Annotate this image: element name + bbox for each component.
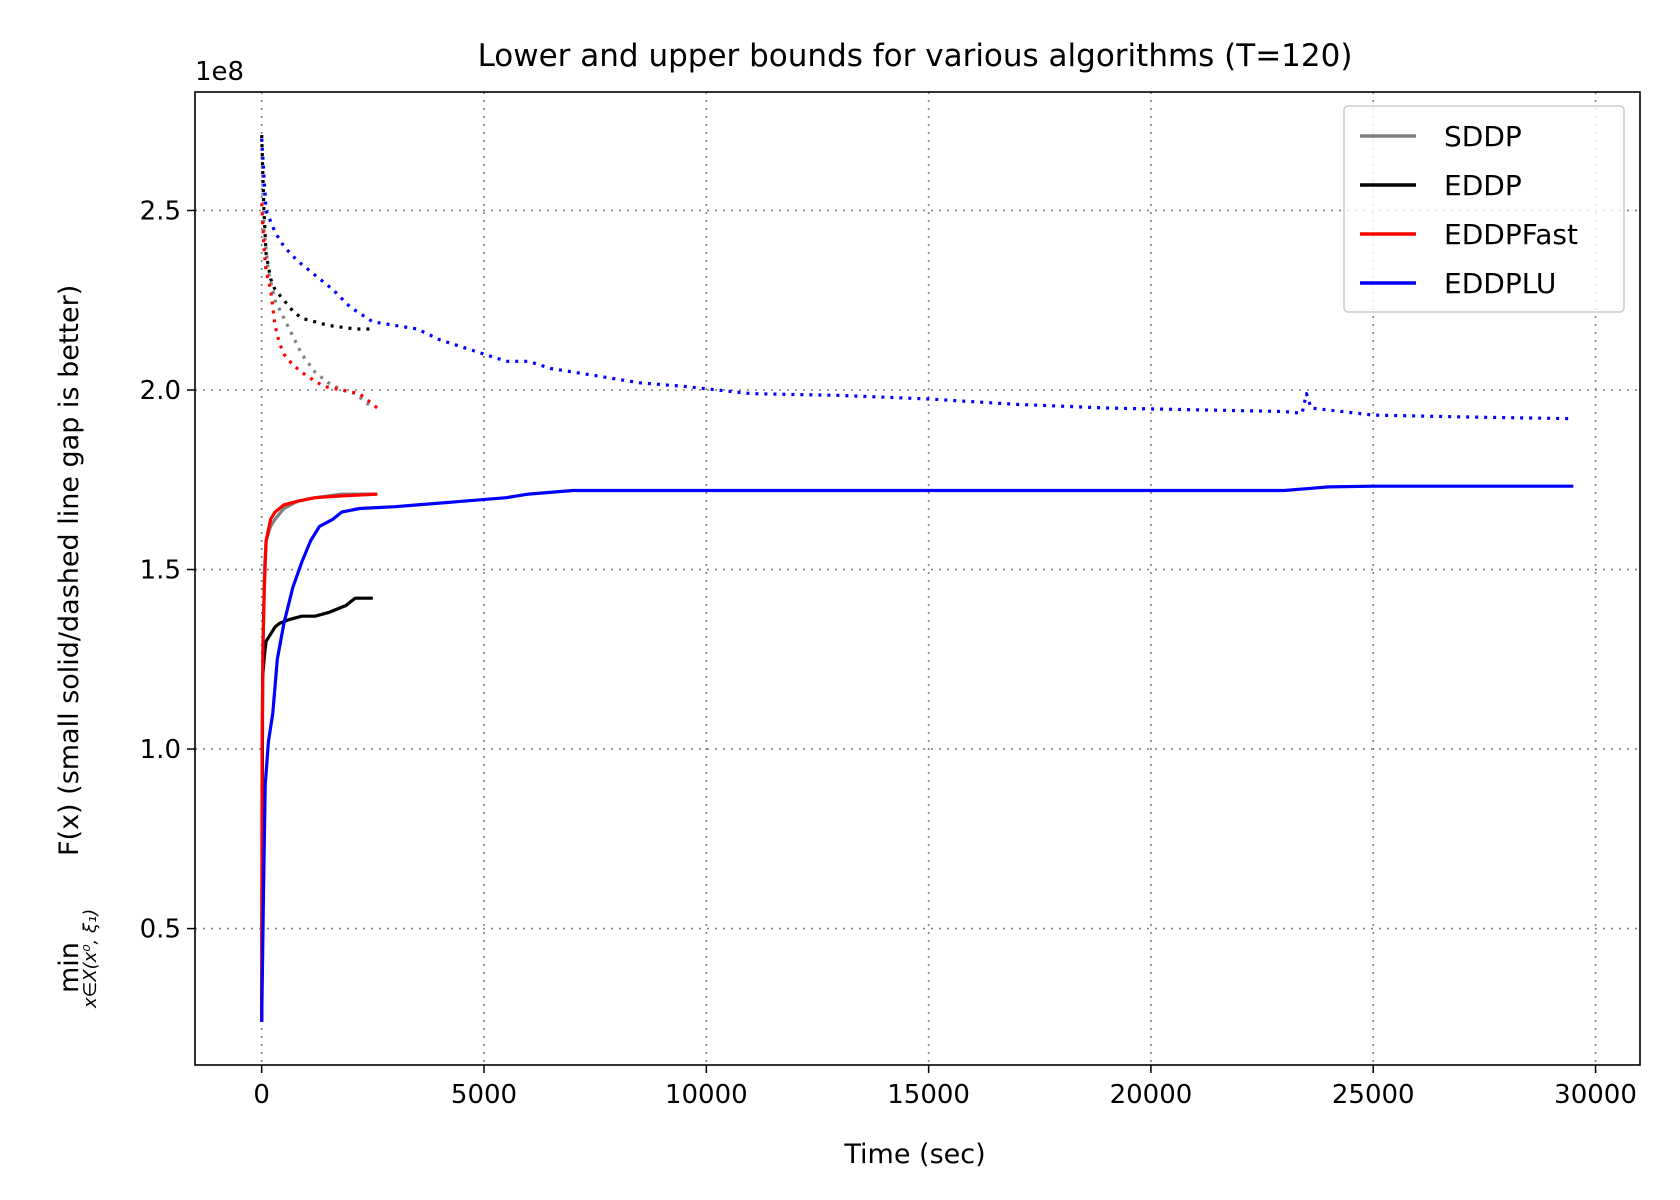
plot-lines	[260, 135, 1574, 1022]
y-tick-label: 2.0	[140, 376, 181, 406]
plot-frame	[194, 91, 1641, 1066]
y-axis-label-subscript: x∈X(x⁰, ξ₁)	[80, 909, 101, 1009]
legend-box	[1343, 105, 1625, 313]
series-eddp-lower-bound	[260, 596, 373, 1022]
series-eddp-upper-bound	[260, 135, 373, 331]
x-tick-label: 30000	[1554, 1080, 1637, 1110]
x-axis-label: Time (sec)	[843, 1139, 985, 1170]
y-tick-label: 1.5	[140, 556, 181, 586]
chart-title: Lower and upper bounds for various algor…	[478, 38, 1353, 74]
x-tick-label: 20000	[1110, 1080, 1193, 1110]
series-eddplu-lower-bound	[260, 484, 1574, 1022]
legend-label: EDDP	[1444, 169, 1522, 202]
x-tick-label: 25000	[1332, 1080, 1415, 1110]
y-tick-label: 2.5	[140, 196, 181, 226]
x-tick-label: 0	[253, 1080, 270, 1110]
x-tick-label: 5000	[451, 1080, 517, 1110]
y-axis-ticks: 0.5 1.0 1.5 2.0 2.5	[140, 196, 195, 945]
y-tick-label: 1.0	[140, 735, 181, 765]
legend-label: EDDPLU	[1444, 267, 1556, 300]
y-axis-label-text: F(x) (small solid/dashed line gap is bet…	[54, 285, 85, 856]
y-offset-text: 1e8	[195, 57, 244, 87]
legend-label: EDDPFast	[1444, 218, 1578, 251]
legend: SDDP EDDP EDDPFast EDDPLU	[1343, 105, 1625, 313]
legend-label: SDDP	[1444, 120, 1522, 153]
x-tick-label: 10000	[665, 1080, 748, 1110]
y-axis-label-min: min	[54, 942, 85, 993]
grid	[195, 92, 1640, 1065]
series-eddpfast-lower-bound	[260, 492, 378, 1022]
x-tick-label: 15000	[887, 1080, 970, 1110]
y-tick-label: 0.5	[140, 915, 181, 945]
series-eddpfast-upper-bound	[260, 203, 379, 410]
x-axis-ticks: 0 5000 10000 15000 20000 25000 30000	[253, 1065, 1637, 1110]
y-axis-label: min x∈X(x⁰, ξ₁) F(x) (small solid/dashed…	[54, 285, 101, 1009]
